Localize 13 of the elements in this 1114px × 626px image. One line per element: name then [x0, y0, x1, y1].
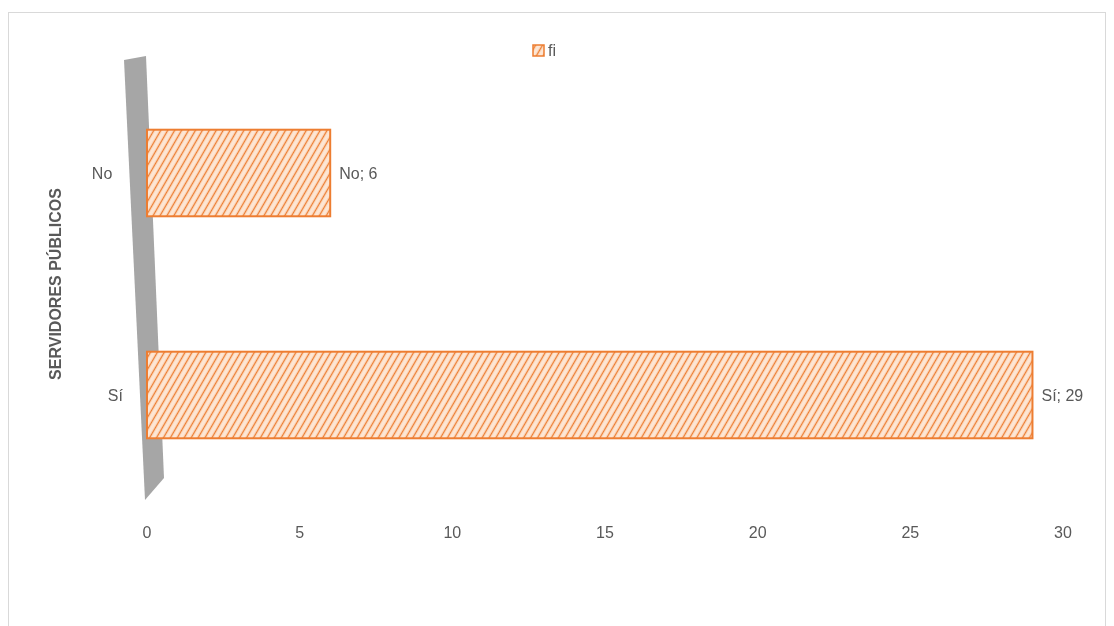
x-tick-label: 5 — [295, 523, 305, 541]
x-tick-label: 30 — [1054, 523, 1072, 541]
x-tick-label: 20 — [748, 523, 767, 541]
x-tick-label: 0 — [142, 523, 152, 541]
y-tick-label: Sí — [107, 386, 124, 404]
data-label: Sí; 29 — [1041, 386, 1084, 404]
data-label: No; 6 — [339, 164, 378, 182]
x-tick-label: 15 — [596, 523, 614, 541]
y-axis-title: SERVIDORES PÚBLICOS — [45, 187, 64, 380]
x-tick-label: 10 — [443, 523, 462, 541]
legend-label: fi — [548, 41, 556, 59]
y-tick-label: No — [91, 164, 113, 182]
x-tick-label: 25 — [901, 523, 920, 541]
